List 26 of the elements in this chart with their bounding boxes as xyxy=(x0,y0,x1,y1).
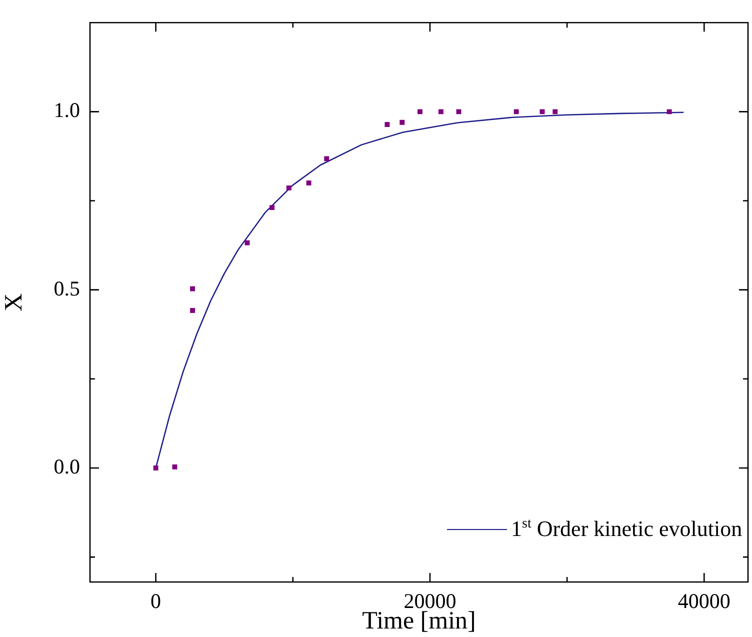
point xyxy=(324,156,330,162)
point xyxy=(384,122,390,127)
point xyxy=(400,120,405,125)
point xyxy=(172,464,178,470)
y-tick-label: 0.0 xyxy=(54,454,80,478)
x-tick-label: 40000 xyxy=(678,589,730,614)
point xyxy=(456,109,462,114)
point xyxy=(306,180,312,186)
point xyxy=(153,466,158,470)
y-axis-title: X xyxy=(0,293,28,312)
point xyxy=(270,205,275,210)
point xyxy=(540,109,545,114)
point xyxy=(190,286,196,292)
point xyxy=(514,109,519,114)
point xyxy=(286,185,292,190)
point xyxy=(666,109,672,114)
point xyxy=(244,240,250,246)
point xyxy=(417,109,422,114)
x-tick-label: 0 xyxy=(150,589,162,614)
y-tick-label: 0.5 xyxy=(54,276,80,300)
x-axis-title: Time [min] xyxy=(362,608,476,635)
legend-label: 1$^{st}$ Order kinetic evolution xyxy=(511,516,742,542)
point xyxy=(190,308,196,313)
point xyxy=(552,109,558,114)
y-tick-label: 1.0 xyxy=(54,98,80,122)
point xyxy=(438,109,444,114)
